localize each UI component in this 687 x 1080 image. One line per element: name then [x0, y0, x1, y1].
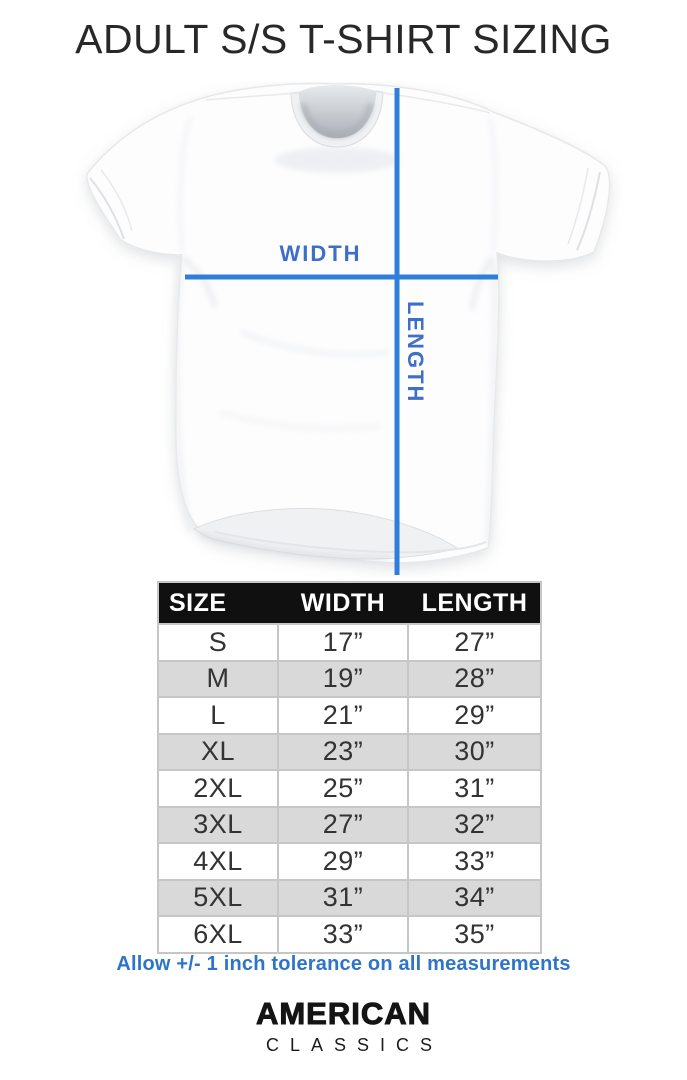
- size-cell: 3XL: [159, 807, 277, 842]
- length-cell: 31”: [409, 771, 540, 806]
- length-cell: 28”: [409, 661, 540, 696]
- length-cell: 27”: [409, 625, 540, 660]
- size-table-body: S 17” 27” M 19” 28” L 21” 29” XL 23” 30” 2XL 25” 31” 3X…: [159, 625, 540, 952]
- width-cell: 29”: [279, 844, 407, 879]
- width-cell: 19”: [279, 661, 407, 696]
- table-row: 6XL 33” 35”: [159, 917, 540, 952]
- table-row: 4XL 29” 33”: [159, 844, 540, 879]
- width-cell: 33”: [279, 917, 407, 952]
- length-cell: 32”: [409, 807, 540, 842]
- column-header-width: WIDTH: [300, 589, 386, 617]
- sleeve-cuffs: [89, 167, 601, 251]
- width-cell: 31”: [279, 880, 407, 915]
- length-cell: 33”: [409, 844, 540, 879]
- brand-logo-american: AMERICAN: [255, 996, 432, 1032]
- shirt-shading: [173, 116, 498, 545]
- tshirt-svg: [86, 82, 611, 575]
- length-cell: 34”: [409, 880, 540, 915]
- width-cell: 25”: [279, 771, 407, 806]
- tshirt-illustration: [60, 82, 625, 582]
- size-table: SIZE WIDTH LENGTH S 17” 27” M 19” 28” L 21” 29” X…: [157, 581, 542, 954]
- table-row: 3XL 27” 32”: [159, 807, 540, 842]
- table-row: 5XL 31” 34”: [159, 880, 540, 915]
- size-cell: L: [159, 698, 277, 733]
- column-header-size: SIZE: [169, 589, 227, 617]
- size-cell: S: [159, 625, 277, 660]
- width-cell: 27”: [279, 807, 407, 842]
- collar: [205, 85, 491, 148]
- size-cell: XL: [159, 734, 277, 769]
- column-header-length: LENGTH: [421, 589, 528, 617]
- width-line: [185, 274, 498, 280]
- length-line: [394, 88, 400, 575]
- size-cell: M: [159, 661, 277, 696]
- length-cell: 29”: [409, 698, 540, 733]
- page-title: ADULT S/S T-SHIRT SIZING: [75, 16, 612, 62]
- size-cell: 4XL: [159, 844, 277, 879]
- size-table-header: SIZE WIDTH LENGTH: [159, 583, 540, 623]
- length-cell: 30”: [409, 734, 540, 769]
- size-cell: 2XL: [159, 771, 277, 806]
- table-row: 2XL 25” 31”: [159, 771, 540, 806]
- size-cell: 6XL: [159, 917, 277, 952]
- width-cell: 21”: [279, 698, 407, 733]
- length-label: LENGTH: [403, 301, 428, 404]
- table-row: XL 23” 30”: [159, 734, 540, 769]
- width-label: WIDTH: [279, 241, 362, 266]
- width-cell: 23”: [279, 734, 407, 769]
- length-cell: 35”: [409, 917, 540, 952]
- brand-logo-classics: CLASSICS: [265, 1035, 444, 1055]
- table-row: M 19” 28”: [159, 661, 540, 696]
- tolerance-note: Allow +/- 1 inch tolerance on all measur…: [116, 953, 571, 975]
- size-cell: 5XL: [159, 880, 277, 915]
- table-row: L 21” 29”: [159, 698, 540, 733]
- width-cell: 17”: [279, 625, 407, 660]
- table-row: S 17” 27”: [159, 625, 540, 660]
